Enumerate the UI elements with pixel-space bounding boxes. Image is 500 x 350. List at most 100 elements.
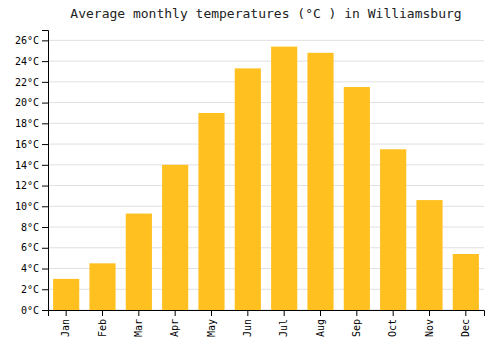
- y-tick-mark: [42, 289, 48, 290]
- bar: [89, 263, 115, 310]
- y-tick: 6°C: [21, 242, 48, 253]
- y-axis-line: [42, 31, 49, 311]
- x-tick-mark: [66, 310, 67, 316]
- bar: [380, 149, 406, 310]
- x-tick-label: Jan: [60, 319, 71, 337]
- x-tick-label: Feb: [97, 319, 108, 337]
- grid-line: [48, 164, 484, 165]
- bars: [53, 47, 479, 310]
- y-tick: 14°C: [15, 160, 48, 171]
- x-tick: Apr: [169, 310, 180, 337]
- x-tick-label: Jul: [278, 319, 289, 337]
- x-tick-label: Aug: [315, 319, 326, 337]
- y-tick-label: 22°C: [15, 77, 39, 88]
- x-tick-mark: [356, 310, 357, 316]
- grid-line: [48, 185, 484, 186]
- x-tick-label: Nov: [424, 319, 435, 337]
- y-tick: 12°C: [15, 180, 48, 191]
- x-tick-mark: [138, 310, 139, 316]
- grid-line: [48, 144, 484, 145]
- y-tick: 24°C: [15, 56, 48, 67]
- grid: [48, 40, 484, 310]
- y-tick: 18°C: [15, 118, 48, 129]
- grid-line: [48, 123, 484, 124]
- y-tick-mark: [42, 61, 48, 62]
- y-tick-mark: [42, 186, 48, 187]
- grid-line: [48, 81, 484, 82]
- x-tick-label: Oct: [387, 319, 398, 337]
- bar: [126, 214, 152, 310]
- x-tick: Nov: [424, 310, 435, 337]
- x-tick-mark: [175, 310, 176, 316]
- y-tick-label: 4°C: [21, 263, 39, 274]
- x-tick: Dec: [460, 310, 471, 337]
- y-tick-mark: [42, 227, 48, 228]
- y-tick-label: 6°C: [21, 242, 39, 253]
- x-tick: May: [206, 310, 217, 337]
- grid-line: [48, 102, 484, 103]
- x-tick-label: Dec: [460, 319, 471, 337]
- x-tick-label: May: [206, 319, 217, 337]
- bar: [235, 68, 261, 310]
- y-tick: 10°C: [15, 201, 48, 212]
- y-tick-label: 24°C: [15, 56, 39, 67]
- y-tick: 16°C: [15, 139, 48, 150]
- y-tick-mark: [42, 206, 48, 207]
- y-axis: 0°C 2°C 4°C 6°C 8°C 10°C 12°C 14°C 16°C 18°C 20°C 2…: [15, 31, 49, 316]
- y-tick: 8°C: [21, 222, 48, 233]
- x-tick-mark: [284, 310, 285, 316]
- bar: [416, 200, 442, 310]
- x-tick: Jun: [242, 310, 253, 337]
- x-tick: Aug: [315, 310, 326, 337]
- chart-container: 0°C 2°C 4°C 6°C 8°C 10°C 12°C 14°C 16°C 18°C 20°C 2…: [0, 0, 500, 350]
- x-tick-mark: [465, 310, 466, 316]
- y-tick-mark: [42, 82, 48, 83]
- y-tick-label: 18°C: [15, 118, 39, 129]
- y-tick-label: 10°C: [15, 201, 39, 212]
- y-tick-mark: [42, 144, 48, 145]
- y-tick-label: 26°C: [15, 35, 39, 46]
- bar: [198, 113, 224, 310]
- x-tick-mark: [393, 310, 394, 316]
- title: Average monthly temperatures (°C ) in Wi…: [70, 6, 461, 21]
- grid-line: [48, 40, 484, 41]
- x-tick-mark: [429, 310, 430, 316]
- y-tick-label: 20°C: [15, 97, 39, 108]
- y-tick-label: 12°C: [15, 180, 39, 191]
- y-tick-mark: [42, 40, 48, 41]
- y-tick-mark: [42, 269, 48, 270]
- x-tick: Feb: [97, 310, 108, 337]
- y-tick: 0°C: [21, 305, 48, 316]
- y-tick-mark: [42, 310, 48, 311]
- x-tick-mark: [247, 310, 248, 316]
- y-tick: 26°C: [15, 35, 48, 46]
- x-tick-label: Mar: [133, 319, 144, 337]
- y-tick-mark: [42, 123, 48, 124]
- y-tick-label: 8°C: [21, 222, 39, 233]
- bar: [307, 53, 333, 310]
- x-tick-mark: [102, 310, 103, 316]
- bar: [453, 254, 479, 310]
- x-axis-line: [49, 311, 485, 317]
- bar: [53, 279, 79, 310]
- y-tick: 22°C: [15, 77, 48, 88]
- grid-line: [48, 61, 484, 62]
- x-tick: Jan: [60, 310, 71, 337]
- x-tick: Jul: [278, 310, 289, 337]
- x-tick-label: Sep: [351, 319, 362, 337]
- x-tick: Oct: [387, 310, 398, 337]
- y-tick: 2°C: [21, 284, 48, 295]
- y-tick: 20°C: [15, 97, 48, 108]
- y-tick-label: 14°C: [15, 160, 39, 171]
- bar: [344, 87, 370, 310]
- x-tick: Mar: [133, 310, 144, 337]
- plot-area: 0°C 2°C 4°C 6°C 8°C 10°C 12°C 14°C 16°C 18°C 20°C 2…: [15, 31, 485, 338]
- y-tick-label: 2°C: [21, 284, 39, 295]
- bar: [162, 165, 188, 310]
- x-tick-mark: [320, 310, 321, 316]
- x-tick-mark: [211, 310, 212, 316]
- x-tick-label: Apr: [169, 319, 180, 337]
- y-tick: 4°C: [21, 263, 48, 274]
- y-tick-label: 16°C: [15, 139, 39, 150]
- x-tick-label: Jun: [242, 319, 253, 337]
